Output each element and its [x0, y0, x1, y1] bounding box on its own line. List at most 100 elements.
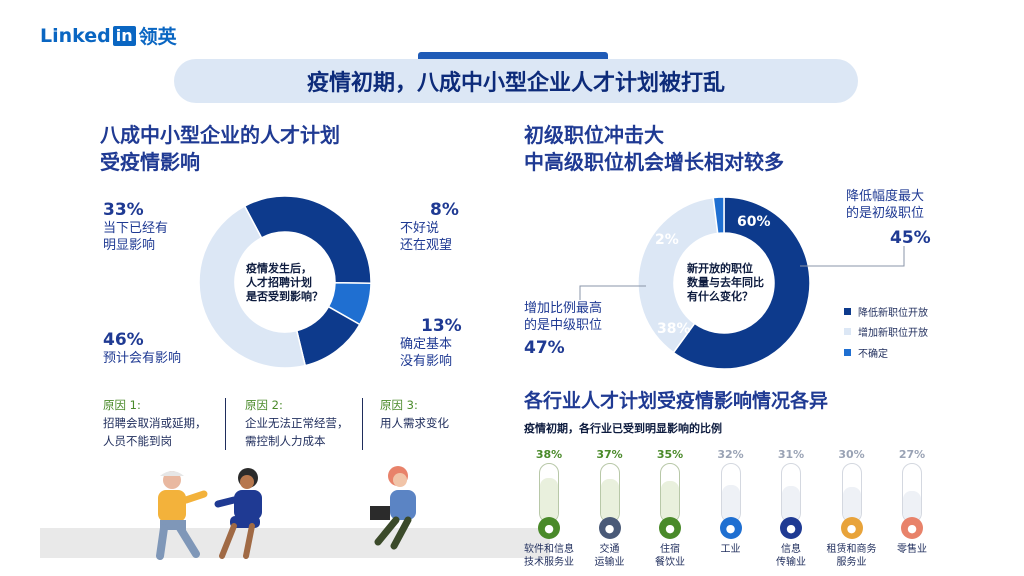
- callout-line-left: [579, 285, 646, 300]
- industry-bar-0: 38% ● 软件和信息 技术服务业: [514, 448, 584, 569]
- shop-icon: ●: [901, 517, 923, 539]
- person-3-illustration: [370, 466, 416, 550]
- impact-donut-chart: [199, 196, 371, 368]
- person-2-illustration: [214, 468, 262, 559]
- donut2-center-text: 新开放的职位 数量与去年同比 有什么变化？: [687, 262, 764, 304]
- industry-section-title: 各行业人才计划受疫情影响情况各异: [524, 390, 829, 412]
- industry-category-label: 软件和信息技术服务业: [514, 543, 584, 569]
- industry-bar-fill: [903, 490, 921, 522]
- reason-1-line1: 招聘会取消或延期，: [103, 416, 207, 430]
- right-title-line1: 初级职位冲击大: [524, 123, 664, 147]
- industry-category-label: 工业: [696, 543, 766, 556]
- network-icon: ●: [780, 517, 802, 539]
- legend-item-decrease: 降低新职位开放: [844, 304, 928, 319]
- label-33-desc: 当下已经有 明显影响: [103, 220, 168, 254]
- legend-label-increase: 增加新职位开放: [858, 328, 928, 339]
- right-title-line2: 中高级职位机会增长相对较多: [524, 150, 784, 174]
- donut-slice-0: [672, 197, 810, 369]
- donut-slice-2: [712, 197, 725, 235]
- donut2-center-line1: 新开放的职位: [687, 262, 753, 275]
- reason-1: 原因 1: 招聘会取消或延期， 人员不能到岗: [103, 396, 207, 450]
- industry-bar-tube: [599, 463, 620, 523]
- reason-3: 原因 3: 用人需求变化: [380, 396, 449, 432]
- reason-1-title: 原因 1:: [103, 398, 141, 412]
- legend-label-decrease: 降低新职位开放: [858, 308, 928, 319]
- industry-value-label: 37%: [596, 448, 623, 461]
- logo-cn: 领英: [138, 26, 177, 48]
- industry-category-label: 零售业: [877, 543, 947, 556]
- reason-2-line2: 需控制人力成本: [245, 434, 326, 448]
- industry-category-line1: 零售业: [897, 544, 927, 555]
- industry-bar-1: 37% ● 交通运输业: [575, 448, 645, 569]
- industry-bar-fill: [782, 486, 800, 522]
- building-icon: ●: [840, 517, 863, 539]
- dish-icon: ●: [659, 517, 681, 539]
- car-icon: ●: [598, 517, 621, 539]
- industry-value-label: 30%: [838, 448, 865, 461]
- left-title: 八成中小型企业的人才计划 受疫情影响: [100, 122, 340, 176]
- donut2-center-line2: 数量与去年同比: [687, 276, 764, 289]
- industry-value-label: 38%: [535, 448, 563, 461]
- donut1-center-line2: 人才招聘计划: [246, 276, 312, 289]
- donut-slice-0: [243, 196, 371, 284]
- person-1-illustration: [156, 471, 208, 560]
- industry-bar-fill: [600, 479, 619, 522]
- legend-item-increase: 增加新职位开放: [844, 324, 928, 339]
- callout-left-line2: 的是中级职位: [524, 318, 603, 333]
- industry-chart-subtitle: 疫情初期，各行业已受到明显影响的比例: [524, 422, 722, 435]
- banner-tab: [418, 52, 608, 59]
- people-illustration: [156, 466, 416, 560]
- industry-category-line2: 技术服务业: [524, 557, 574, 568]
- label-8-desc: 不好说 还在观望: [400, 220, 452, 254]
- industry-bar-4: 31% ● 信息传输业: [756, 448, 826, 569]
- label-8-line1: 不好说: [400, 221, 440, 236]
- label-13-desc: 确定基本 没有影响: [400, 336, 452, 370]
- label-13-pct: 13%: [421, 316, 462, 336]
- label-33-line2: 明显影响: [103, 238, 156, 253]
- industry-category-line1: 软件和信息: [524, 544, 574, 555]
- donut-slice-3: [199, 205, 307, 368]
- callout-right: 降低幅度最大 的是初级职位: [846, 188, 924, 222]
- label-33-pct: 33%: [103, 200, 144, 220]
- industry-category-line1: 信息: [781, 544, 801, 555]
- label-46-pct: 46%: [103, 330, 144, 350]
- label-8-pct: 8%: [430, 200, 459, 220]
- industry-bar-tube: [781, 463, 801, 523]
- industry-category-line2: 运输业: [594, 557, 625, 568]
- donut1-center-text: 疫情发生后， 人才招聘计划 是否受到影响？: [246, 262, 323, 304]
- slice-label-2: 2%: [655, 232, 679, 248]
- donut1-center-line3: 是否受到影响？: [246, 290, 323, 303]
- industry-category-line1: 住宿: [660, 544, 680, 555]
- reason-3-line1: 用人需求变化: [380, 416, 449, 430]
- industry-bar-2: 35% ● 住宿餐饮业: [635, 448, 705, 569]
- reason-2: 原因 2: 企业无法正常经营， 需控制人力成本: [245, 396, 349, 450]
- legend-swatch-unsure: [844, 349, 851, 356]
- industry-category-line2: 餐饮业: [655, 557, 685, 568]
- donut1-center-line1: 疫情发生后，: [246, 262, 312, 275]
- logo-text: Linked: [40, 24, 111, 47]
- industry-bar-fill: [661, 481, 679, 522]
- reason-divider-2: [362, 398, 363, 450]
- industry-value-label: 31%: [777, 448, 805, 461]
- industry-bar-tube: [720, 463, 741, 523]
- industry-bar-tube: [660, 463, 680, 523]
- reason-1-line2: 人员不能到岗: [103, 434, 172, 448]
- logo-in-box: in: [112, 25, 136, 46]
- industry-category-label: 住宿 餐饮业: [635, 543, 705, 569]
- legend-label-unsure: 不确定: [858, 349, 888, 360]
- callout-right-line2: 的是初级职位: [846, 206, 925, 221]
- industry-bar-fill: [721, 484, 740, 522]
- donut-slice-1: [638, 197, 719, 354]
- industry-category-line1: 交通: [599, 544, 620, 555]
- industry-category-line1: 租赁和商务: [826, 544, 877, 555]
- legend-item-unsure: 不确定: [844, 345, 888, 360]
- industry-bar-tube: [841, 463, 862, 523]
- industry-category-line1: 工业: [720, 544, 741, 555]
- industry-category-line2: 传输业: [776, 557, 806, 568]
- industry-bar-tube: [539, 463, 559, 523]
- reason-3-title: 原因 3:: [380, 398, 418, 412]
- factory-icon: ●: [719, 517, 742, 539]
- industry-value-label: 35%: [656, 448, 684, 461]
- callout-left: 增加比例最高 的是中级职位: [524, 300, 602, 334]
- industry-bar-6: 27% ● 零售业: [877, 448, 947, 556]
